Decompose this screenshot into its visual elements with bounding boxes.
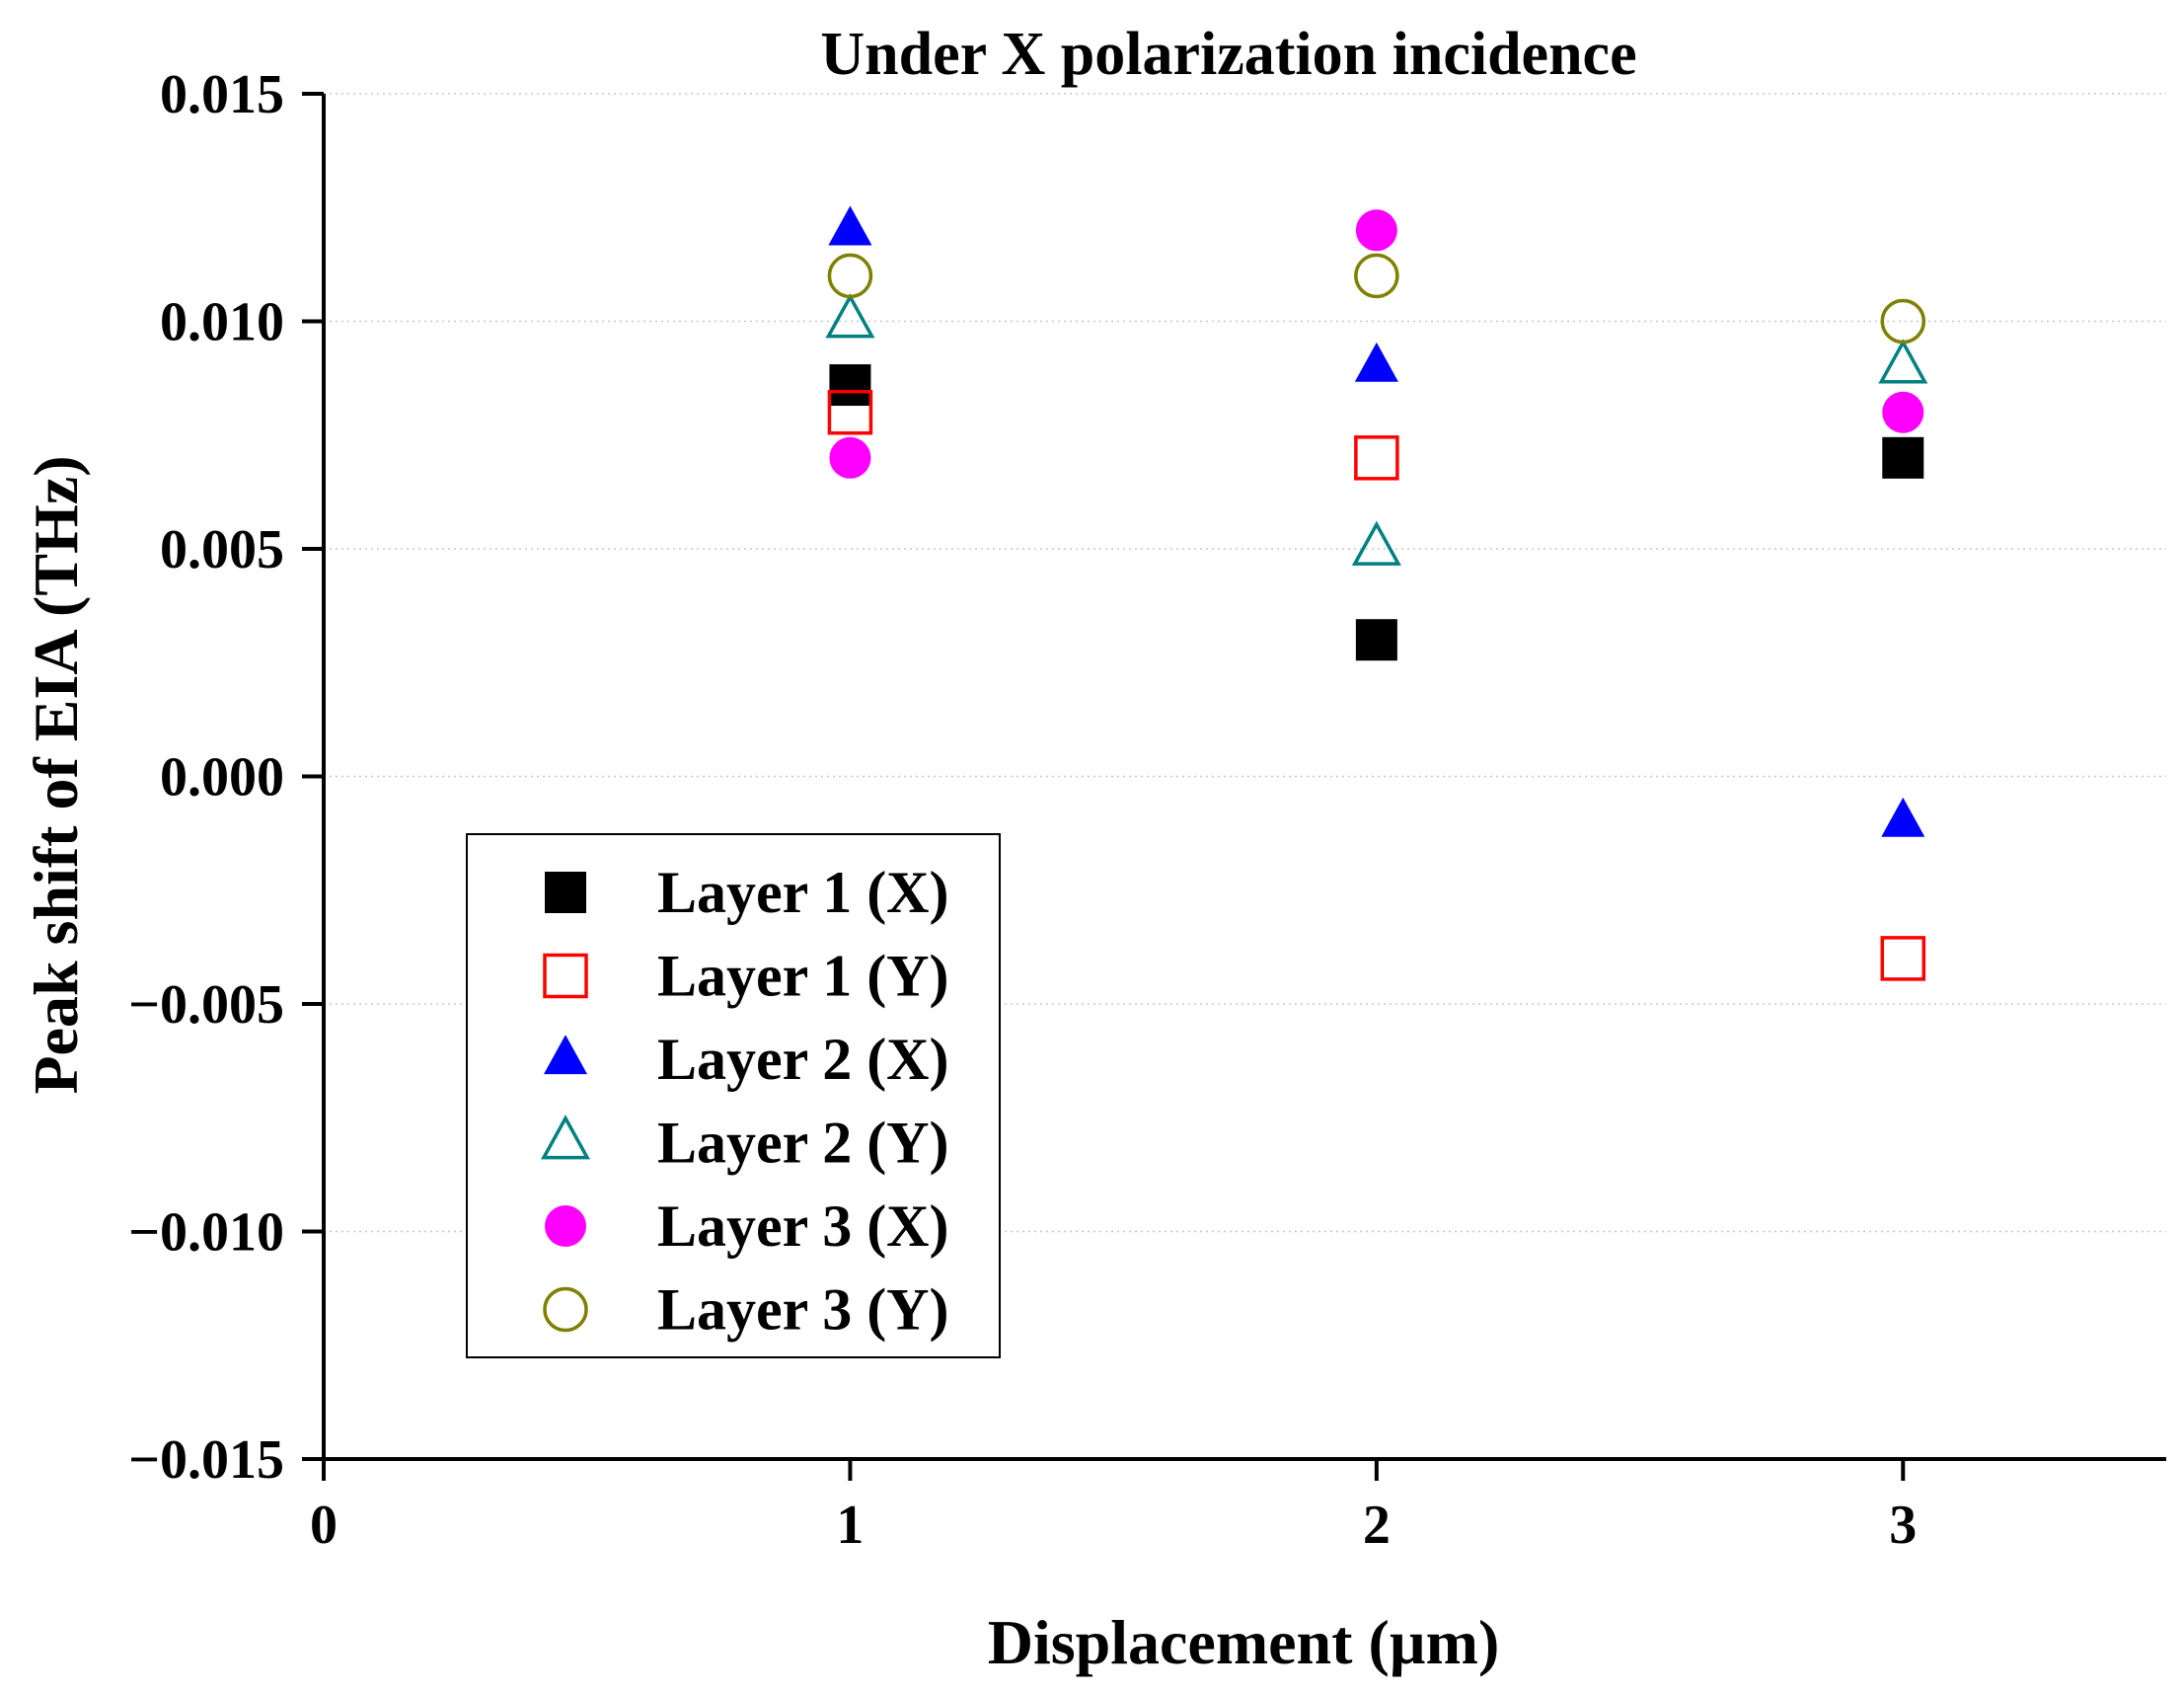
legend-label: Layer 3 (Y): [657, 1277, 949, 1343]
series-layer-3-x: [829, 209, 1924, 479]
series-layer-1-y: [827, 389, 1926, 981]
data-point: [1878, 339, 1928, 384]
data-point: [829, 364, 871, 407]
data-point: [1882, 391, 1924, 433]
y-tick-label: 0.005: [160, 519, 284, 580]
legend-marker: [545, 1205, 586, 1247]
legend-marker: [543, 953, 588, 999]
legend-marker: [543, 1286, 588, 1333]
y-tick-label: −0.005: [128, 974, 284, 1036]
x-tick-label: 2: [1363, 1495, 1391, 1556]
x-tick-label: 3: [1889, 1495, 1917, 1556]
y-tick-label: 0.000: [160, 747, 284, 808]
series-layer-2-y: [825, 293, 1928, 566]
data-point: [1354, 253, 1399, 299]
legend-marker: [543, 1035, 588, 1075]
legend-label: Layer 2 (X): [657, 1027, 949, 1092]
chart-title: Under X polarization incidence: [820, 21, 1636, 88]
data-point: [825, 293, 875, 339]
data-point: [1355, 209, 1397, 252]
data-points: [825, 205, 1928, 981]
legend: Layer 1 (X) Layer 1 (Y) Layer 2 (X) Layer 2…: [466, 833, 1001, 1358]
data-point: [1354, 342, 1398, 382]
legend-marker: [545, 872, 586, 913]
legend-label: Layer 3 (X): [657, 1193, 949, 1259]
series-layer-1-x: [829, 364, 1924, 661]
y-tick-label: −0.010: [128, 1202, 284, 1264]
y-tick-label: 0.015: [160, 64, 284, 125]
series-layer-2-x: [828, 205, 1925, 837]
data-point: [1881, 797, 1925, 837]
legend-marker: [540, 1115, 591, 1160]
legend-box: [466, 833, 1001, 1358]
data-point: [829, 436, 871, 479]
y-tick-label: −0.015: [128, 1429, 284, 1491]
data-point: [1882, 436, 1924, 479]
x-tick-label: 0: [310, 1495, 338, 1556]
data-point: [1351, 520, 1401, 566]
x-axis-title: Displacement (µm): [988, 1607, 1500, 1677]
legend-label: Layer 1 (X): [657, 860, 949, 925]
data-point: [1354, 435, 1399, 481]
y-tick-label: 0.010: [160, 292, 284, 353]
ticks: −0.015 −0.010 −0.005 0.000 0.005 0.010 0.015 0 1…: [128, 64, 1917, 1556]
data-point: [1880, 936, 1926, 981]
data-point: [1355, 619, 1397, 661]
legend-label: Layer 2 (Y): [657, 1111, 949, 1176]
data-point: [1880, 298, 1926, 345]
data-point: [828, 205, 872, 246]
data-point: [827, 253, 873, 299]
series-layer-3-y: [827, 253, 1926, 345]
y-axis-title: Peak shift of EIA (THz): [21, 455, 91, 1094]
x-tick-label: 1: [836, 1495, 864, 1556]
legend-label: Layer 1 (Y): [657, 944, 949, 1009]
data-point: [827, 389, 873, 435]
